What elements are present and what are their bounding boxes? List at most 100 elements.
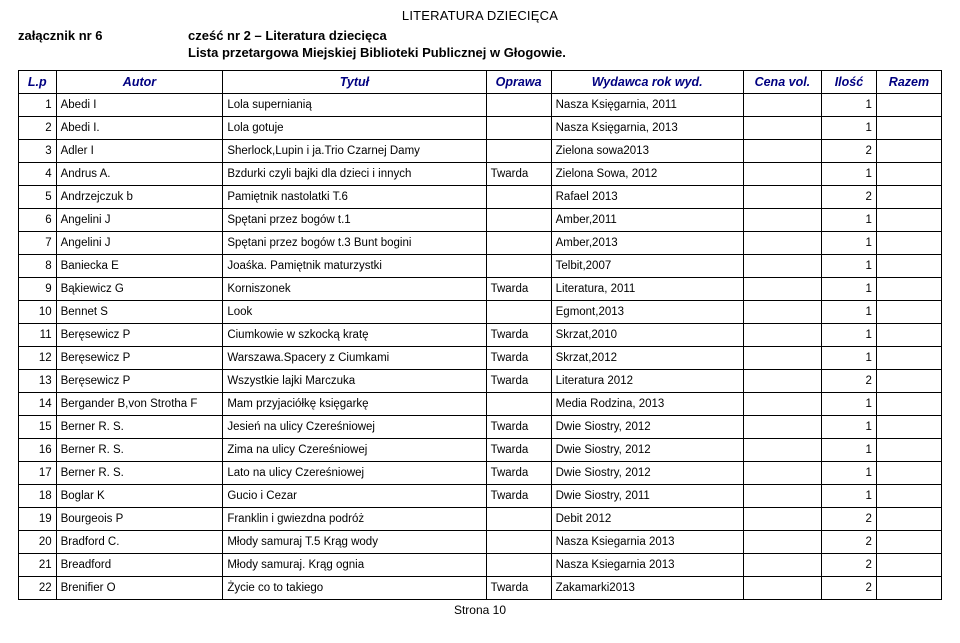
cell-oprawa: Twarda: [486, 462, 551, 485]
cell-tytul: Lato na ulicy Czereśniowej: [223, 462, 486, 485]
cell-ilosc: 1: [822, 163, 877, 186]
table-row: 8Baniecka EJoaśka. Pamiętnik maturzystki…: [19, 255, 942, 278]
cell-ilosc: 1: [822, 255, 877, 278]
cell-oprawa: [486, 232, 551, 255]
cell-lp: 11: [19, 324, 57, 347]
book-table: L.p Autor Tytuł Oprawa Wydawca rok wyd. …: [18, 70, 942, 600]
cell-wydawca: Literatura 2012: [551, 370, 743, 393]
cell-tytul: Spętani przez bogów t.3 Bunt bogini: [223, 232, 486, 255]
table-row: 20Bradford C.Młody samuraj T.5 Krąg wody…: [19, 531, 942, 554]
cell-cena: [743, 439, 821, 462]
cell-cena: [743, 301, 821, 324]
cell-ilosc: 1: [822, 324, 877, 347]
cell-oprawa: Twarda: [486, 278, 551, 301]
tender-line: Lista przetargowa Miejskiej Biblioteki P…: [188, 45, 942, 60]
cell-cena: [743, 416, 821, 439]
subtitle: cześć nr 2 – Literatura dziecięca: [188, 28, 387, 43]
cell-razem: [876, 232, 941, 255]
cell-tytul: Warszawa.Spacery z Ciumkami: [223, 347, 486, 370]
cell-wydawca: Zielona Sowa, 2012: [551, 163, 743, 186]
cell-oprawa: [486, 554, 551, 577]
cell-wydawca: Skrzat,2012: [551, 347, 743, 370]
cell-razem: [876, 186, 941, 209]
cell-tytul: Lola gotuje: [223, 117, 486, 140]
cell-lp: 3: [19, 140, 57, 163]
cell-wydawca: Rafael 2013: [551, 186, 743, 209]
cell-cena: [743, 186, 821, 209]
table-row: 14Bergander B,von Strotha FMam przyjació…: [19, 393, 942, 416]
cell-wydawca: Amber,2011: [551, 209, 743, 232]
cell-autor: Beręsewicz P: [56, 347, 223, 370]
cell-oprawa: [486, 117, 551, 140]
cell-oprawa: [486, 301, 551, 324]
cell-lp: 15: [19, 416, 57, 439]
cell-ilosc: 2: [822, 531, 877, 554]
cell-razem: [876, 94, 941, 117]
cell-cena: [743, 347, 821, 370]
cell-cena: [743, 554, 821, 577]
cell-lp: 20: [19, 531, 57, 554]
cell-tytul: Sherlock,Lupin i ja.Trio Czarnej Damy: [223, 140, 486, 163]
cell-ilosc: 2: [822, 186, 877, 209]
cell-razem: [876, 255, 941, 278]
cell-lp: 10: [19, 301, 57, 324]
cell-ilosc: 1: [822, 301, 877, 324]
table-row: 22Brenifier OŻycie co to takiegoTwardaZa…: [19, 577, 942, 600]
cell-lp: 9: [19, 278, 57, 301]
cell-lp: 19: [19, 508, 57, 531]
cell-lp: 8: [19, 255, 57, 278]
cell-autor: Breadford: [56, 554, 223, 577]
cell-oprawa: Twarda: [486, 439, 551, 462]
table-row: 4Andrus A.Bzdurki czyli bajki dla dzieci…: [19, 163, 942, 186]
cell-razem: [876, 209, 941, 232]
cell-lp: 14: [19, 393, 57, 416]
cell-lp: 18: [19, 485, 57, 508]
page-title: LITERATURA DZIECIĘCA: [18, 8, 942, 23]
cell-cena: [743, 117, 821, 140]
cell-autor: Berner R. S.: [56, 439, 223, 462]
cell-tytul: Ciumkowie w szkocką kratę: [223, 324, 486, 347]
cell-cena: [743, 278, 821, 301]
cell-tytul: Wszystkie lajki Marczuka: [223, 370, 486, 393]
col-razem: Razem: [876, 71, 941, 94]
cell-lp: 7: [19, 232, 57, 255]
col-autor: Autor: [56, 71, 223, 94]
cell-lp: 13: [19, 370, 57, 393]
cell-lp: 2: [19, 117, 57, 140]
table-row: 16Berner R. S.Zima na ulicy Czereśniowej…: [19, 439, 942, 462]
col-tytul: Tytuł: [223, 71, 486, 94]
cell-razem: [876, 140, 941, 163]
cell-oprawa: [486, 255, 551, 278]
cell-oprawa: Twarda: [486, 347, 551, 370]
cell-oprawa: [486, 209, 551, 232]
cell-razem: [876, 439, 941, 462]
cell-wydawca: Nasza Ksiegarnia 2013: [551, 554, 743, 577]
cell-ilosc: 1: [822, 232, 877, 255]
cell-oprawa: [486, 508, 551, 531]
table-row: 13Beręsewicz PWszystkie lajki MarczukaTw…: [19, 370, 942, 393]
cell-oprawa: [486, 140, 551, 163]
table-row: 21BreadfordMłody samuraj. Krąg ogniaNasz…: [19, 554, 942, 577]
col-ilosc: Ilość: [822, 71, 877, 94]
cell-oprawa: Twarda: [486, 416, 551, 439]
cell-lp: 1: [19, 94, 57, 117]
cell-wydawca: Egmont,2013: [551, 301, 743, 324]
cell-wydawca: Skrzat,2010: [551, 324, 743, 347]
cell-autor: Bąkiewicz G: [56, 278, 223, 301]
cell-tytul: Mam przyjaciółkę księgarkę: [223, 393, 486, 416]
cell-tytul: Bzdurki czyli bajki dla dzieci i innych: [223, 163, 486, 186]
table-row: 12Beręsewicz PWarszawa.Spacery z Ciumkam…: [19, 347, 942, 370]
cell-ilosc: 1: [822, 393, 877, 416]
table-row: 1Abedi ILola supernianiąNasza Księgarnia…: [19, 94, 942, 117]
cell-ilosc: 1: [822, 416, 877, 439]
cell-autor: Andrus A.: [56, 163, 223, 186]
cell-razem: [876, 485, 941, 508]
cell-ilosc: 1: [822, 439, 877, 462]
cell-wydawca: Literatura, 2011: [551, 278, 743, 301]
cell-razem: [876, 508, 941, 531]
cell-wydawca: Dwie Siostry, 2012: [551, 462, 743, 485]
table-row: 11Beręsewicz PCiumkowie w szkocką kratęT…: [19, 324, 942, 347]
cell-tytul: Pamiętnik nastolatki T.6: [223, 186, 486, 209]
cell-tytul: Lola supernianią: [223, 94, 486, 117]
cell-tytul: Joaśka. Pamiętnik maturzystki: [223, 255, 486, 278]
